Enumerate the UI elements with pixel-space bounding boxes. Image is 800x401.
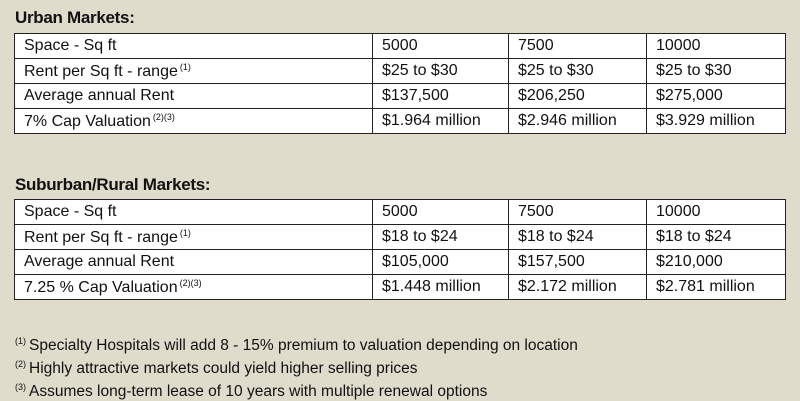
urban-markets-table: Space - Sq ft 5000 7500 10000 Rent per S… bbox=[14, 33, 786, 134]
table-row: Rent per Sq ft - range (1) $25 to $30 $25… bbox=[14, 58, 786, 84]
value-cell: $2.946 million bbox=[508, 108, 647, 134]
footnote: (2) Highly attractive markets could yield… bbox=[15, 355, 578, 378]
table-row: 7.25 % Cap Valuation (2)(3) $1.448 millio… bbox=[14, 274, 786, 300]
row-label: Rent per Sq ft - range bbox=[24, 228, 178, 246]
table-row: Average annual Rent $105,000 $157,500 $2… bbox=[14, 249, 786, 275]
footnotes: (1) Specialty Hospitals will add 8 - 15% … bbox=[15, 332, 578, 401]
suburban-markets-title: Suburban/Rural Markets: bbox=[15, 175, 211, 194]
value-cell: $3.929 million bbox=[646, 108, 786, 134]
value-cell: $25 to $30 bbox=[372, 58, 509, 84]
row-label: 7% Cap Valuation bbox=[24, 112, 151, 130]
row-label-cell: Space - Sq ft bbox=[14, 199, 373, 225]
urban-markets-title: Urban Markets: bbox=[15, 8, 135, 27]
footnote: (1) Specialty Hospitals will add 8 - 15% … bbox=[15, 332, 578, 355]
row-label-cell: Average annual Rent bbox=[14, 83, 373, 109]
footnote-ref: (1) bbox=[179, 227, 191, 238]
row-label-cell: 7% Cap Valuation (2)(3) bbox=[14, 108, 373, 134]
row-label: 7.25 % Cap Valuation bbox=[24, 278, 178, 296]
row-label-cell: Average annual Rent bbox=[14, 249, 373, 275]
value-cell: $206,250 bbox=[508, 83, 647, 109]
value-cell: 10000 bbox=[646, 33, 786, 59]
value-cell: $2.781 million bbox=[646, 274, 786, 300]
value-cell: 5000 bbox=[372, 33, 509, 59]
row-label: Average annual Rent bbox=[24, 253, 175, 270]
row-label: Space - Sq ft bbox=[24, 37, 117, 54]
value-cell: $2.172 million bbox=[508, 274, 647, 300]
footnote-marker: (1) bbox=[15, 336, 26, 346]
value-cell: $1.964 million bbox=[372, 108, 509, 134]
footnote-text: Assumes long-term lease of 10 years with… bbox=[29, 383, 488, 400]
value-cell: $210,000 bbox=[646, 249, 786, 275]
table-row: Space - Sq ft 5000 7500 10000 bbox=[14, 33, 786, 59]
suburban-markets-table: Space - Sq ft 5000 7500 10000 Rent per S… bbox=[14, 199, 786, 300]
row-label-cell: Rent per Sq ft - range (1) bbox=[14, 224, 373, 250]
value-cell: $137,500 bbox=[372, 83, 509, 109]
footnote-text: Specialty Hospitals will add 8 - 15% pre… bbox=[29, 337, 578, 354]
value-cell: $25 to $30 bbox=[508, 58, 647, 84]
value-cell: 5000 bbox=[372, 199, 509, 225]
footnote-marker: (2) bbox=[15, 359, 26, 369]
value-cell: $105,000 bbox=[372, 249, 509, 275]
table-row: 7% Cap Valuation (2)(3) $1.964 million $2… bbox=[14, 108, 786, 134]
value-cell: $18 to $24 bbox=[508, 224, 647, 250]
footnote-text: Highly attractive markets could yield hi… bbox=[29, 360, 418, 377]
footnote-ref: (2)(3) bbox=[179, 277, 202, 288]
table-row: Rent per Sq ft - range (1) $18 to $24 $18… bbox=[14, 224, 786, 250]
footnote-marker: (3) bbox=[15, 382, 26, 392]
footnote: (3) Assumes long-term lease of 10 years w… bbox=[15, 378, 578, 401]
value-cell: $25 to $30 bbox=[646, 58, 786, 84]
row-label-cell: Space - Sq ft bbox=[14, 33, 373, 59]
value-cell: 7500 bbox=[508, 33, 647, 59]
value-cell: 10000 bbox=[646, 199, 786, 225]
value-cell: $275,000 bbox=[646, 83, 786, 109]
table-row: Average annual Rent $137,500 $206,250 $2… bbox=[14, 83, 786, 109]
table-row: Space - Sq ft 5000 7500 10000 bbox=[14, 199, 786, 225]
footnote-ref: (1) bbox=[179, 61, 191, 72]
footnote-ref: (2)(3) bbox=[152, 111, 175, 122]
row-label: Rent per Sq ft - range bbox=[24, 62, 178, 80]
row-label-cell: 7.25 % Cap Valuation (2)(3) bbox=[14, 274, 373, 300]
row-label: Average annual Rent bbox=[24, 87, 175, 104]
value-cell: $18 to $24 bbox=[646, 224, 786, 250]
row-label-cell: Rent per Sq ft - range (1) bbox=[14, 58, 373, 84]
value-cell: $18 to $24 bbox=[372, 224, 509, 250]
value-cell: $1.448 million bbox=[372, 274, 509, 300]
row-label: Space - Sq ft bbox=[24, 203, 117, 220]
value-cell: $157,500 bbox=[508, 249, 647, 275]
value-cell: 7500 bbox=[508, 199, 647, 225]
